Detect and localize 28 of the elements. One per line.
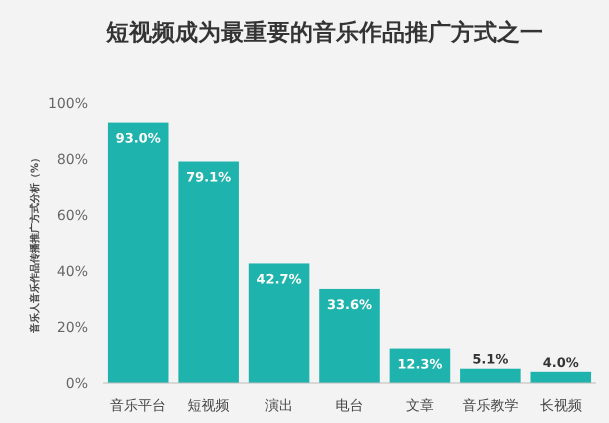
data-label: 33.6% — [326, 298, 372, 313]
y-axis-title: 音乐人音乐作品传播推广方式分析（%） — [29, 152, 41, 334]
x-tick-label: 演出 — [265, 398, 294, 414]
bar — [108, 122, 168, 383]
bar — [460, 368, 521, 383]
bar — [319, 288, 380, 383]
x-tick-label: 音乐教学 — [462, 398, 518, 414]
y-tick-label: 80% — [56, 152, 88, 168]
y-tick-label: 0% — [66, 376, 88, 392]
chart-title: 短视频成为最重要的音乐作品推广方式之一 — [105, 19, 543, 46]
bar — [178, 162, 239, 383]
data-label: 79.1% — [186, 170, 232, 186]
data-label: 5.1% — [472, 352, 508, 368]
bar — [530, 372, 592, 383]
x-tick-label: 短视频 — [188, 398, 230, 414]
x-tick-label: 文章 — [406, 398, 434, 414]
x-tick-label: 音乐平台 — [110, 398, 166, 414]
data-label: 93.0% — [116, 132, 161, 147]
data-label: 42.7% — [256, 272, 302, 288]
x-tick-label: 电台 — [336, 398, 364, 414]
x-tick-label: 长视频 — [540, 398, 582, 414]
y-tick-label: 40% — [56, 264, 88, 280]
data-label: 4.0% — [542, 356, 579, 371]
y-tick-label: 100% — [48, 96, 88, 112]
y-tick-label: 60% — [56, 208, 88, 224]
y-tick-label: 20% — [56, 320, 88, 336]
bar — [248, 263, 310, 383]
data-label: 12.3% — [397, 358, 442, 373]
